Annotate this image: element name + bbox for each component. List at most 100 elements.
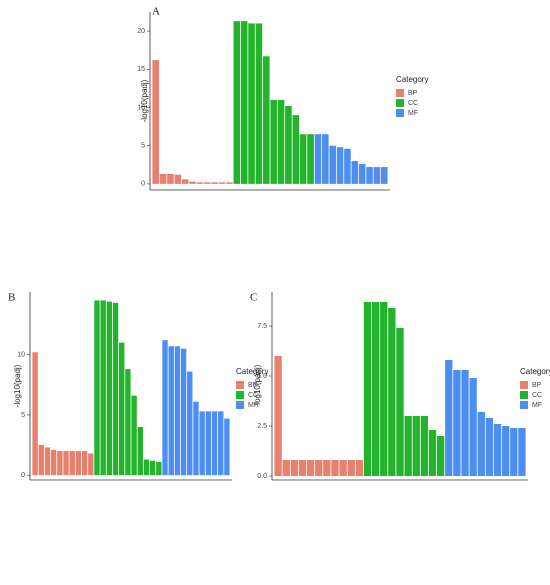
- bar: [69, 451, 75, 476]
- bar: [493, 424, 502, 476]
- bar: [88, 453, 94, 476]
- y-tick-label: 0.0: [257, 473, 267, 480]
- bar: [371, 302, 380, 476]
- bar: [162, 340, 168, 476]
- bar: [339, 460, 347, 476]
- y-tick-label: 7.5: [257, 323, 267, 330]
- bar: [240, 21, 248, 184]
- bar: [50, 449, 57, 476]
- bar: [94, 300, 100, 476]
- bar: [336, 147, 344, 184]
- bar: [299, 134, 307, 184]
- legend-label: CC: [248, 392, 258, 399]
- bar: [290, 460, 298, 476]
- bar: [119, 342, 125, 476]
- bar: [199, 411, 205, 476]
- bar: [180, 348, 187, 476]
- bar: [518, 428, 526, 476]
- y-tick-label: 5: [21, 412, 25, 419]
- y-tick-label: 10: [17, 352, 25, 359]
- bar: [351, 160, 359, 184]
- legend-title: Category: [396, 75, 428, 84]
- panel-label: B: [8, 292, 15, 304]
- bar: [469, 378, 477, 476]
- bar: [189, 181, 196, 184]
- bar: [404, 416, 412, 476]
- bar: [187, 371, 193, 476]
- y-tick-label: 10: [137, 104, 145, 111]
- bar: [44, 447, 51, 476]
- bar: [363, 302, 372, 476]
- panel-label: A: [152, 6, 160, 18]
- legend-label: MF: [532, 402, 542, 409]
- bar: [233, 21, 241, 184]
- legend-title: Category: [520, 367, 550, 376]
- bar: [331, 460, 339, 476]
- y-tick-label: 0: [141, 181, 145, 188]
- bar: [112, 302, 119, 476]
- bar: [174, 346, 181, 476]
- bar: [224, 418, 230, 476]
- legend-label: MF: [248, 402, 258, 409]
- bar: [485, 418, 494, 476]
- bar: [314, 134, 322, 184]
- bar: [292, 115, 300, 184]
- y-tick-label: 0: [21, 472, 25, 479]
- legend-swatch: [396, 99, 404, 107]
- bar: [366, 167, 373, 184]
- bar: [204, 182, 211, 184]
- bar: [205, 411, 212, 476]
- legend-label: CC: [408, 100, 418, 107]
- legend-label: MF: [408, 110, 418, 117]
- bar: [381, 167, 388, 184]
- bar: [248, 23, 255, 184]
- bar: [358, 164, 366, 184]
- bar: [193, 401, 199, 476]
- y-tick-label: 15: [137, 66, 145, 73]
- bar: [159, 173, 167, 184]
- y-axis-label: -log10(padj): [253, 364, 262, 407]
- legend-label: BP: [248, 382, 258, 389]
- bar: [388, 308, 396, 476]
- bar: [270, 99, 277, 184]
- legend-swatch: [520, 391, 528, 399]
- bar: [32, 352, 38, 476]
- y-axis-label: -log10(padj): [140, 79, 149, 122]
- bar: [274, 356, 282, 476]
- legend-swatch: [236, 381, 244, 389]
- bar: [373, 167, 381, 184]
- bar: [156, 461, 162, 476]
- bar: [149, 460, 156, 476]
- bar: [226, 182, 233, 184]
- bar: [211, 182, 218, 184]
- bar: [298, 460, 307, 476]
- y-tick-label: 20: [137, 28, 145, 35]
- bar: [412, 416, 420, 476]
- bar: [168, 346, 174, 476]
- panel-label: C: [250, 292, 257, 304]
- legend-label: BP: [532, 382, 542, 389]
- legend-swatch: [396, 89, 404, 97]
- legend-swatch: [396, 109, 404, 117]
- bar: [100, 300, 106, 476]
- bar: [81, 451, 88, 476]
- bar: [510, 428, 518, 476]
- bar: [57, 451, 63, 476]
- bar: [347, 460, 355, 476]
- bar: [277, 99, 285, 184]
- bar: [282, 460, 290, 476]
- legend-label: BP: [408, 90, 418, 97]
- bar: [380, 302, 388, 476]
- legend-swatch: [236, 391, 244, 399]
- legend-title: Category: [236, 367, 268, 376]
- bar: [355, 460, 364, 476]
- bar: [218, 411, 224, 476]
- bar: [181, 179, 189, 184]
- bar: [315, 460, 323, 476]
- bar: [453, 370, 461, 476]
- y-tick-label: 5.0: [257, 373, 267, 380]
- bar: [322, 134, 329, 184]
- bar: [396, 328, 404, 476]
- legend-swatch: [520, 401, 528, 409]
